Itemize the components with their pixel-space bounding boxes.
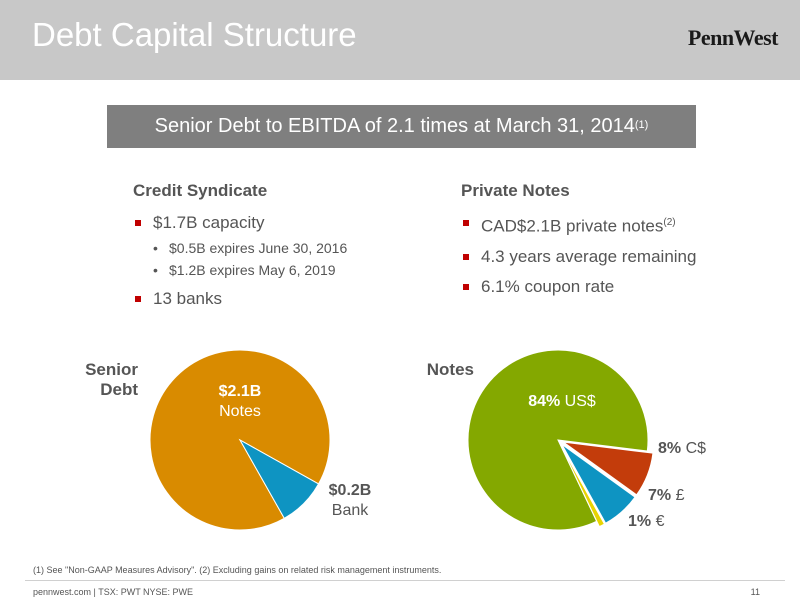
notes-slice-label: $2.1B Notes xyxy=(200,382,280,422)
cad-pct: 8% xyxy=(658,440,682,457)
footer-divider xyxy=(25,580,785,581)
eur-pct: 1% xyxy=(628,513,652,530)
senior-debt-pie-chart xyxy=(149,349,331,531)
bullet-text: CAD$2.1B private notes xyxy=(481,216,664,236)
pie-slice-- xyxy=(561,444,636,524)
bank-value: $0.2B xyxy=(328,482,372,499)
bank-label: Bank xyxy=(331,502,369,519)
coupon-rate-bullet: 6.1% coupon rate xyxy=(461,277,761,297)
us-label: US$ xyxy=(564,393,596,410)
pennwest-logo: PennWest xyxy=(687,25,779,50)
sub-bullet: $1.2B expires May 6, 2019 xyxy=(133,261,433,279)
gbp-pct: 7% xyxy=(648,487,672,504)
banner-text: Senior Debt to EBITDA of 2.1 times at Ma… xyxy=(154,115,635,137)
page-number: 11 xyxy=(750,587,760,597)
footer-website-ticker: pennwest.com | TSX: PWT NYSE: PWE xyxy=(33,587,194,597)
cad-slice-label: 8% C$ xyxy=(658,439,728,459)
pie-slice-c- xyxy=(563,441,654,496)
remaining-years-bullet: 4.3 years average remaining xyxy=(461,247,761,267)
footnote: (1) See "Non-GAAP Measures Advisory". (2… xyxy=(33,565,442,575)
eur-label: € xyxy=(655,513,665,530)
cad-label: C$ xyxy=(685,440,707,457)
pie-slice-- xyxy=(560,445,606,528)
gbp-slice-label: 7% £ xyxy=(648,486,718,506)
banner-footnote-ref: (1) xyxy=(634,118,649,131)
slide-title: Debt Capital Structure xyxy=(32,16,357,53)
private-notes-heading: Private Notes xyxy=(461,181,570,200)
notes-value: $2.1B xyxy=(218,383,262,400)
summary-banner: Senior Debt to EBITDA of 2.1 times at Ma… xyxy=(107,105,696,148)
notes-label: Notes xyxy=(219,403,261,420)
banks-bullet: 13 banks xyxy=(133,289,433,309)
senior-debt-label: Senior Debt xyxy=(60,360,138,400)
private-notes-section: Private Notes CAD$2.1B private notes(2) … xyxy=(461,181,761,307)
us-slice-label: 84% US$ xyxy=(512,392,612,412)
credit-syndicate-section: Credit Syndicate $1.7B capacity $0.5B ex… xyxy=(133,181,433,319)
eur-slice-label: 1% € xyxy=(628,512,698,532)
gbp-label: £ xyxy=(675,487,685,504)
pie-slice-bank xyxy=(238,438,320,520)
header-bar: Debt Capital Structure PennWest xyxy=(0,0,800,80)
senior-debt-label-line1: Senior xyxy=(85,360,138,379)
capacity-bullet: $1.7B capacity xyxy=(133,213,433,233)
notes-chart-label: Notes xyxy=(426,360,474,379)
us-pct: 84% xyxy=(528,393,561,410)
private-notes-bullet: CAD$2.1B private notes(2) xyxy=(461,213,761,237)
pie-slice-us- xyxy=(467,349,649,531)
sub-bullet: $0.5B expires June 30, 2016 xyxy=(133,239,433,257)
senior-debt-label-line2: Debt xyxy=(100,380,138,399)
bank-slice-label: $0.2B Bank xyxy=(312,481,388,521)
notes-currency-pie-chart xyxy=(467,349,654,531)
credit-syndicate-heading: Credit Syndicate xyxy=(133,181,268,200)
footnote-ref: (2) xyxy=(663,217,676,228)
